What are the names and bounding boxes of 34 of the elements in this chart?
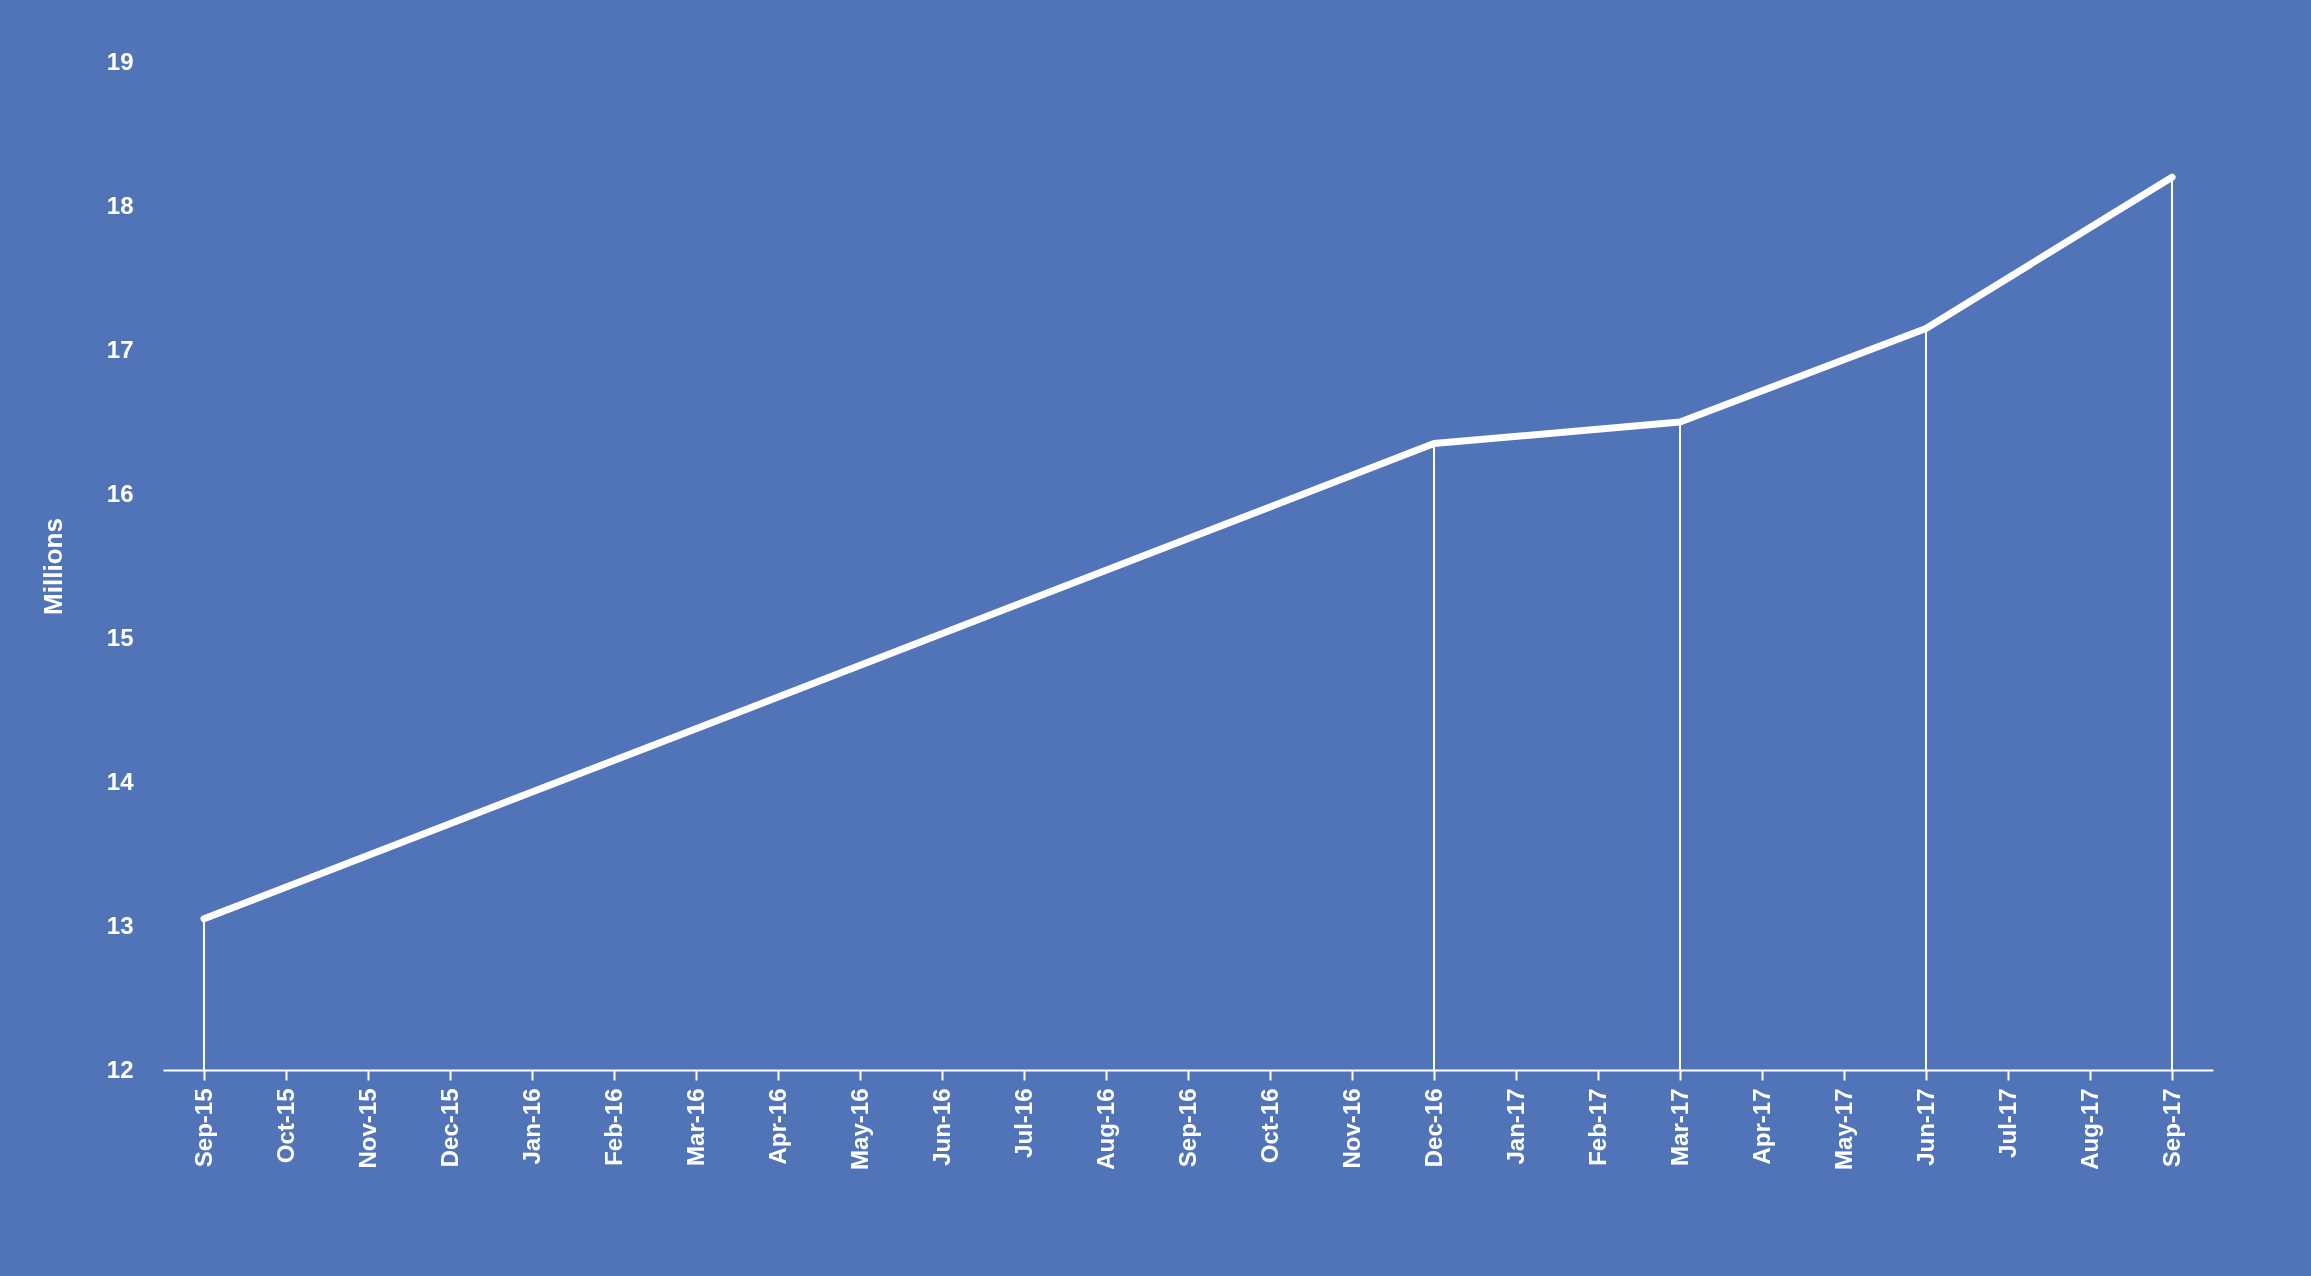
x-tick-label: Oct-15 bbox=[271, 1088, 299, 1164]
x-tick-label: Jun-16 bbox=[927, 1088, 955, 1166]
x-tick-label: Dec-15 bbox=[435, 1088, 463, 1168]
x-tick-label: Aug-17 bbox=[2075, 1088, 2103, 1170]
y-tick-label: 19 bbox=[106, 47, 134, 75]
x-tick-label: Mar-16 bbox=[681, 1088, 709, 1166]
x-tick-label: Jun-17 bbox=[1911, 1088, 1939, 1166]
y-tick-label: 18 bbox=[106, 191, 134, 219]
x-tick-label: Jul-16 bbox=[1009, 1088, 1037, 1158]
x-tick-label: Aug-16 bbox=[1091, 1088, 1119, 1170]
x-tick-label: Oct-16 bbox=[1255, 1088, 1283, 1164]
y-tick-label: 12 bbox=[106, 1055, 134, 1083]
x-tick-label: Jan-17 bbox=[1501, 1088, 1529, 1165]
y-axis-title: Millions bbox=[37, 518, 68, 615]
x-tick-label: Jan-16 bbox=[517, 1088, 545, 1165]
x-tick-label: May-16 bbox=[845, 1088, 873, 1170]
x-tick-label: Apr-16 bbox=[763, 1088, 791, 1165]
x-tick-label: Feb-16 bbox=[599, 1088, 627, 1166]
y-tick-label: 14 bbox=[106, 767, 135, 795]
x-tick-label: Apr-17 bbox=[1747, 1088, 1775, 1165]
x-tick-label: Jul-17 bbox=[1993, 1088, 2021, 1158]
y-tick-label: 13 bbox=[106, 911, 134, 939]
x-tick-label: Nov-15 bbox=[353, 1088, 381, 1169]
x-tick-label: Feb-17 bbox=[1583, 1088, 1611, 1166]
x-tick-label: May-17 bbox=[1829, 1088, 1857, 1170]
x-tick-label: Sep-17 bbox=[2157, 1088, 2185, 1168]
y-tick-label: 17 bbox=[106, 335, 134, 363]
x-tick-label: Sep-16 bbox=[1173, 1088, 1201, 1168]
x-tick-label: Nov-16 bbox=[1337, 1088, 1365, 1169]
x-tick-label: Sep-15 bbox=[189, 1088, 217, 1168]
x-tick-label: Mar-17 bbox=[1665, 1088, 1693, 1166]
y-tick-label: 15 bbox=[106, 623, 134, 651]
y-tick-label: 16 bbox=[106, 479, 134, 507]
x-tick-label: Dec-16 bbox=[1419, 1088, 1447, 1168]
